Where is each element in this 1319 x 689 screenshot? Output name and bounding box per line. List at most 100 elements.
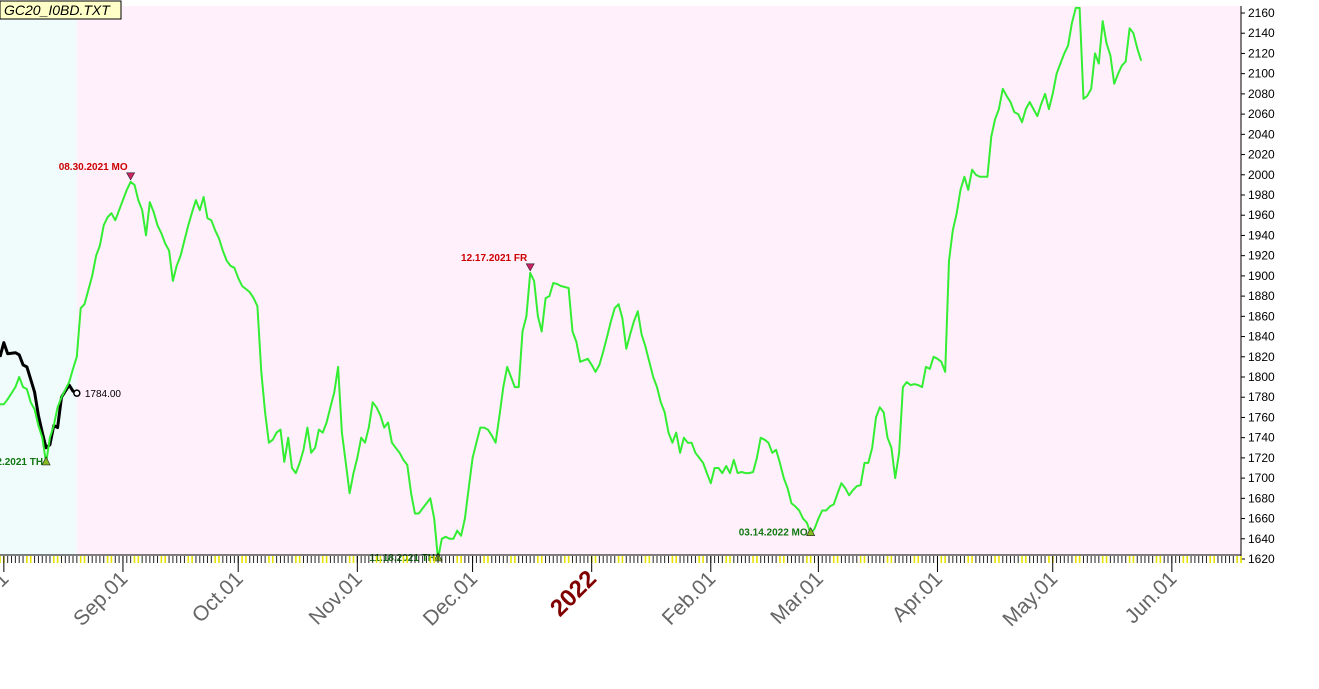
forecast-data-point: [737, 472, 739, 474]
forecast-data-point: [99, 245, 101, 247]
forecast-data-point: [667, 432, 670, 434]
forecast-data-point: [933, 356, 935, 358]
forecast-data-point: [395, 447, 397, 449]
forecast-data-point: [860, 484, 862, 486]
forecast-data-point: [7, 398, 9, 400]
forecast-data-point: [959, 189, 962, 191]
x-tick-label: Mar.01: [766, 567, 828, 629]
forecast-data-point: [560, 285, 562, 287]
forecast-data-point: [510, 376, 512, 378]
forecast-data-point: [1040, 103, 1042, 105]
forecast-data-point: [464, 518, 466, 520]
price-data-point: [34, 391, 36, 393]
forecast-data-point: [452, 538, 454, 540]
forecast-data-point: [218, 237, 220, 240]
price-data-point: [57, 427, 59, 429]
forecast-data-point: [1075, 7, 1077, 9]
price-data-point: [22, 364, 24, 366]
forecast-data-point: [998, 108, 1000, 110]
forecast-data-point: [764, 439, 766, 441]
y-tick-label: 2020: [1248, 148, 1275, 162]
forecast-data-point: [598, 364, 601, 366]
x-tick-label: Dec.01: [419, 567, 482, 630]
forecast-data-point: [641, 333, 643, 336]
forecast-data-point: [60, 396, 63, 398]
forecast-data-point: [483, 427, 485, 429]
price-data-point: [72, 390, 74, 392]
forecast-data-point: [702, 462, 704, 464]
forecast-data-point: [986, 176, 989, 178]
forecast-data-point: [1044, 93, 1046, 95]
forecast-data-point: [253, 297, 255, 299]
forecast-data-point: [856, 485, 858, 487]
forecast-data-point: [1029, 101, 1031, 103]
y-tick-label: 2100: [1248, 67, 1275, 81]
trough-label: 08.12.2021 TH: [0, 457, 43, 468]
forecast-data-point: [1102, 20, 1104, 22]
y-tick-label: 2080: [1248, 87, 1275, 101]
forecast-data-point: [1048, 108, 1050, 110]
y-tick-label: 2040: [1248, 127, 1275, 141]
peak-marker-icon: [126, 172, 136, 181]
forecast-data-point: [983, 176, 985, 178]
price-data-point: [7, 353, 9, 355]
forecast-data-point: [287, 437, 289, 439]
x-tick-label: Apr.01: [888, 567, 947, 626]
forecast-data-point: [203, 196, 205, 198]
forecast-data-point: [364, 442, 366, 444]
forecast-data-point: [418, 512, 420, 515]
y-tick-label: 1620: [1248, 552, 1275, 566]
peak-label: 08.30.2021 MO: [59, 162, 128, 173]
forecast-data-point: [1086, 95, 1088, 97]
forecast-data-point: [180, 255, 182, 257]
forecast-data-point: [295, 472, 297, 474]
forecast-data-point: [145, 234, 147, 236]
chart-background: [0, 6, 1242, 555]
forecast-data-point: [541, 330, 543, 333]
forecast-data-point: [848, 494, 850, 496]
price-data-point: [45, 447, 47, 449]
forecast-data-point: [506, 366, 508, 368]
forecast-data-point: [683, 437, 685, 439]
forecast-data-point: [291, 467, 293, 469]
forecast-data-point: [195, 199, 197, 201]
forecast-data-point: [594, 371, 597, 373]
forecast-data-point: [1129, 27, 1131, 29]
y-tick-label: 1780: [1248, 390, 1275, 404]
forecast-data-point: [475, 442, 477, 444]
forecast-data-point: [379, 414, 381, 416]
forecast-data-point: [660, 401, 662, 403]
forecast-data-point: [249, 291, 251, 293]
forecast-data-point: [41, 437, 43, 439]
forecast-data-point: [821, 509, 823, 512]
forecast-data-point: [256, 305, 258, 307]
y-tick-label: 2160: [1248, 6, 1275, 20]
forecast-data-point: [264, 411, 266, 413]
forecast-data-point: [114, 219, 116, 221]
forecast-data-point: [383, 427, 385, 429]
forecast-data-point: [414, 512, 416, 515]
forecast-data-point: [518, 386, 520, 388]
forecast-data-point: [1021, 121, 1023, 123]
forecast-data-point: [1025, 108, 1027, 110]
forecast-data-point: [176, 265, 178, 267]
x-tick-label: Feb.01: [658, 567, 721, 630]
y-tick-label: 1740: [1248, 431, 1275, 445]
forecast-data-point: [322, 432, 324, 434]
forecast-data-point: [172, 280, 174, 282]
forecast-data-point: [245, 288, 247, 290]
forecast-data-point: [1090, 88, 1092, 90]
forecast-data-point: [979, 176, 981, 178]
forecast-data-point: [422, 507, 424, 509]
trough-label: 11.18.2021 TH: [369, 553, 435, 564]
y-tick-label: 1680: [1248, 491, 1275, 505]
y-tick-label: 1640: [1248, 532, 1275, 546]
forecast-data-point: [756, 457, 758, 459]
y-tick-label: 1920: [1248, 249, 1275, 263]
forecast-data-point: [118, 209, 120, 211]
forecast-data-point: [72, 368, 74, 370]
forecast-data-point: [26, 388, 28, 390]
forecast-data-point: [971, 169, 973, 171]
forecast-data-point: [18, 376, 20, 378]
